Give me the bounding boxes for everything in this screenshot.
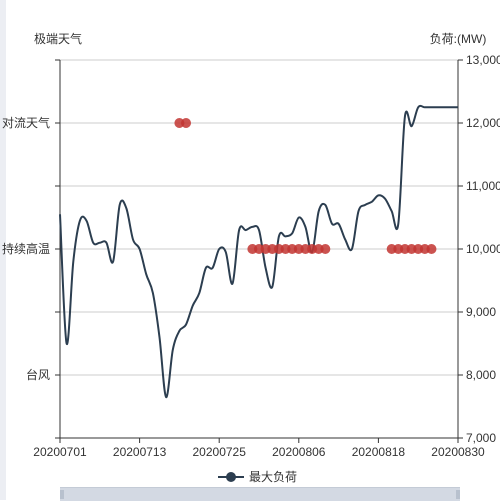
right-axis-tick-label: 8,000 <box>466 368 496 382</box>
x-axis-tick-label: 20200725 <box>193 445 247 459</box>
x-axis-tick-label: 20200713 <box>113 445 167 459</box>
weather-marker-layer <box>174 118 437 254</box>
zoom-handle-right[interactable] <box>456 490 460 499</box>
left-axis-name: 极端天气 <box>34 31 82 46</box>
legend-label: 最大负荷 <box>249 470 297 484</box>
x-axis-tick-label: 20200818 <box>352 445 406 459</box>
axes <box>55 59 463 443</box>
max-load-series-line <box>59 104 459 399</box>
right-axis-tick-label: 7,000 <box>466 431 496 445</box>
series-line-layer <box>59 104 459 399</box>
legend[interactable]: 最大负荷 <box>218 470 297 484</box>
x-axis-tick-label: 20200830 <box>431 445 485 459</box>
right-axis-tick-label: 11,000 <box>466 179 500 193</box>
right-axis-name: 负荷:(MW) <box>430 32 487 46</box>
right-axis-tick-label: 10,000 <box>466 242 500 256</box>
right-axis-tick-label: 9,000 <box>466 305 496 319</box>
weather-marker-point <box>320 244 331 254</box>
weather-marker-point <box>426 244 437 254</box>
axis-labels: 极端天气 负荷:(MW) 7,000 8,000 9,000 10,000 11,000… <box>2 31 500 459</box>
zoom-handle-left[interactable] <box>60 490 64 499</box>
x-axis-tick-label: 20200701 <box>33 445 87 459</box>
data-zoom-slider[interactable] <box>60 487 460 501</box>
left-axis-category-label: 台风 <box>26 367 50 382</box>
left-axis-category-label: 持续高温 <box>2 241 50 256</box>
right-axis-tick-label: 12,000 <box>466 116 500 130</box>
legend-marker-icon <box>226 472 236 482</box>
left-axis-category-label: 对流天气 <box>2 115 50 130</box>
x-axis-tick-label: 20200806 <box>272 445 326 459</box>
right-axis-tick-label: 13,000 <box>466 53 500 67</box>
weather-marker-point <box>181 118 192 128</box>
left-edge-strip <box>0 0 6 500</box>
